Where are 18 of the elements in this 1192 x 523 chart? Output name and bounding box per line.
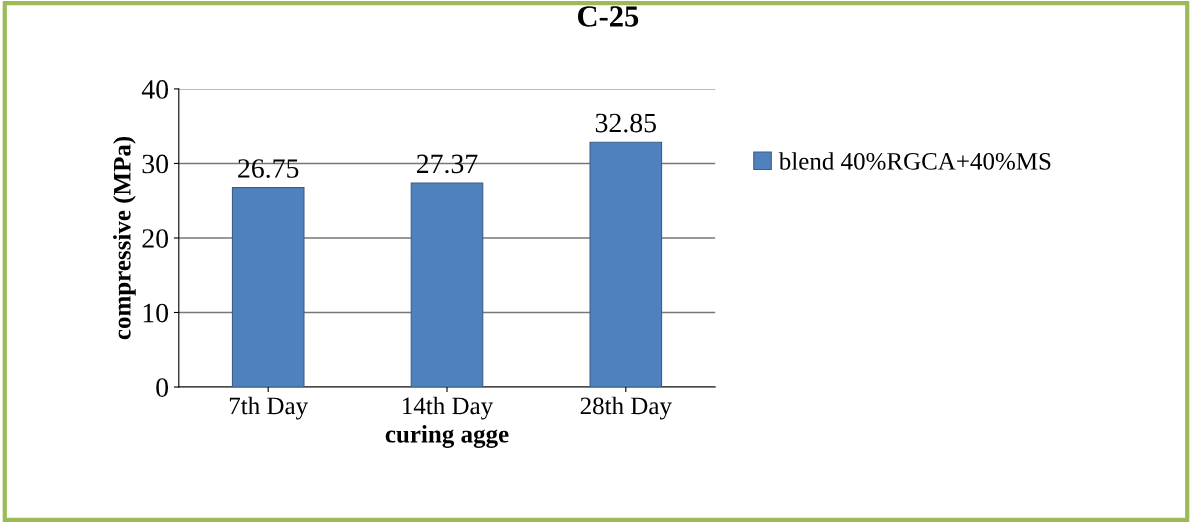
y-tick-label: 40 xyxy=(141,80,169,99)
y-axis-title: compressive (MPa) xyxy=(113,136,136,340)
bar xyxy=(589,141,663,388)
x-tick-label: 28th Day xyxy=(580,396,672,420)
y-tick-label: 30 xyxy=(142,154,169,174)
y-tick-label: 20 xyxy=(142,229,169,248)
bar xyxy=(410,182,484,388)
chart-title: C-25 xyxy=(578,6,639,27)
legend-label: blend 40%RGCA+40%MS xyxy=(778,152,1051,170)
y-tick-label: 0 xyxy=(156,378,169,397)
data-label: 27.37 xyxy=(416,154,478,174)
x-tick-label: 7th Day xyxy=(229,396,309,420)
x-axis-title: curing agge xyxy=(385,425,509,448)
data-label: 32.85 xyxy=(595,113,656,133)
x-tick-label: 14th Day xyxy=(403,396,494,420)
y-tick-label: 10 xyxy=(143,303,169,323)
bar xyxy=(231,187,305,388)
data-label: 26.75 xyxy=(238,159,299,178)
